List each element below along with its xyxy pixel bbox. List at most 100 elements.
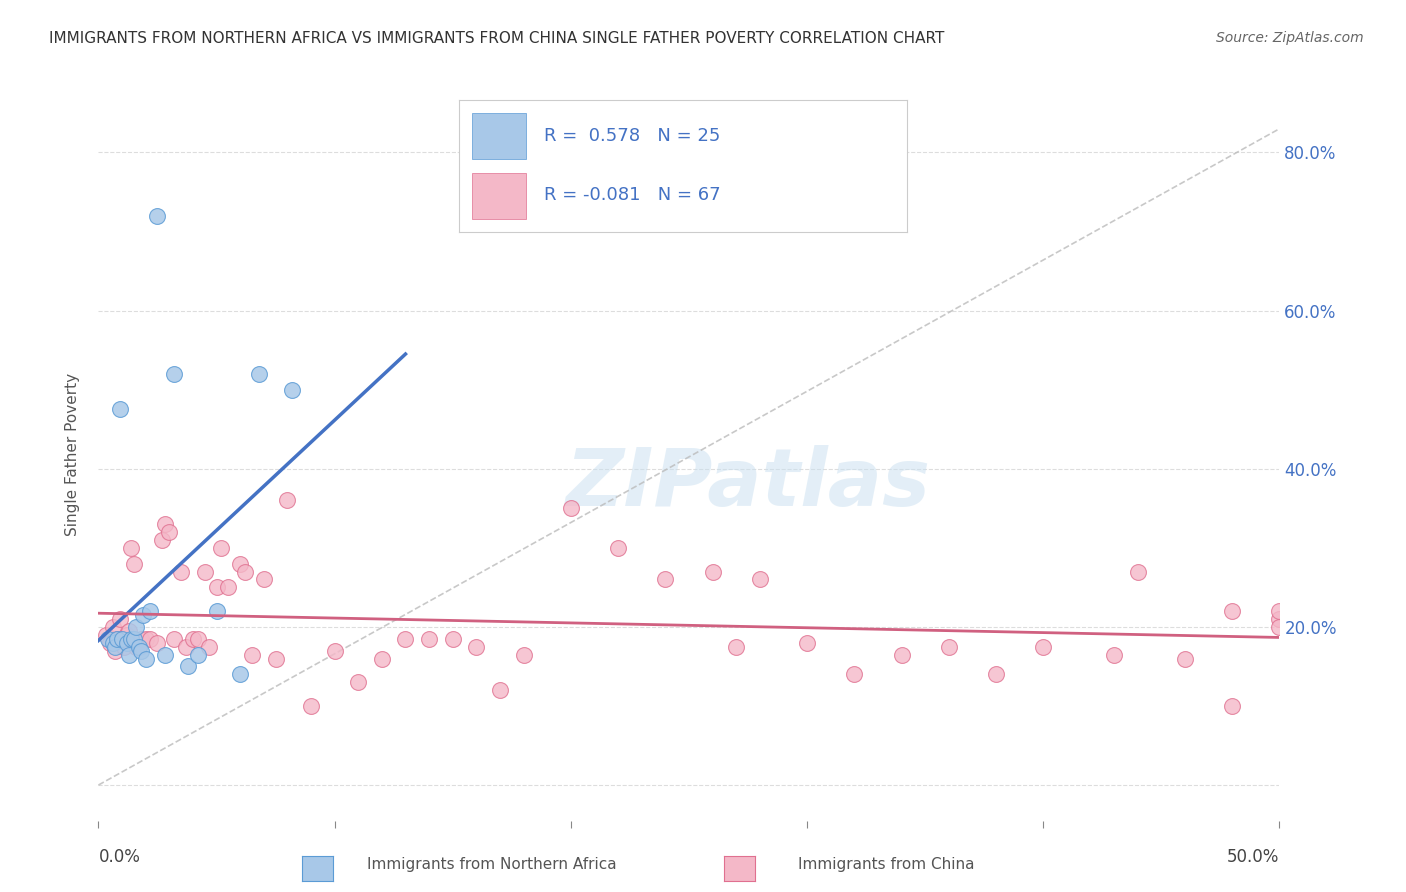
Point: [1220, 698, 1243, 713]
Point: [1268, 612, 1291, 626]
Point: [371, 651, 394, 665]
Point: [111, 632, 134, 646]
Point: [198, 640, 221, 654]
Point: [146, 209, 169, 223]
Point: [240, 648, 263, 662]
Point: [135, 651, 157, 665]
Point: [205, 580, 228, 594]
Point: [101, 620, 124, 634]
Point: [108, 402, 131, 417]
Point: [94, 628, 117, 642]
Point: [122, 632, 145, 646]
Point: [174, 640, 197, 654]
Point: [128, 640, 150, 654]
Point: [122, 557, 145, 571]
Point: [121, 632, 143, 646]
Point: [276, 493, 298, 508]
Point: [1126, 565, 1149, 579]
Point: [118, 624, 141, 638]
Point: [97, 632, 120, 646]
Y-axis label: Single Father Poverty: Single Father Poverty: [65, 374, 80, 536]
Point: [209, 541, 232, 555]
Point: [146, 636, 169, 650]
Point: [299, 698, 322, 713]
Point: [323, 643, 346, 657]
Text: ZIPatlas: ZIPatlas: [565, 445, 931, 524]
Point: [1220, 604, 1243, 618]
Point: [139, 604, 162, 618]
Text: Immigrants from Northern Africa: Immigrants from Northern Africa: [367, 857, 617, 872]
Point: [1032, 640, 1054, 654]
Point: [104, 643, 127, 657]
Point: [104, 640, 127, 654]
Point: [153, 517, 176, 532]
Point: [105, 632, 128, 646]
Point: [654, 573, 676, 587]
Point: [125, 620, 148, 634]
Point: [418, 632, 440, 646]
Text: IMMIGRANTS FROM NORTHERN AFRICA VS IMMIGRANTS FROM CHINA SINGLE FATHER POVERTY C: IMMIGRANTS FROM NORTHERN AFRICA VS IMMIG…: [49, 31, 945, 46]
Text: Immigrants from China: Immigrants from China: [797, 857, 974, 872]
Point: [163, 632, 186, 646]
Point: [157, 524, 180, 539]
Point: [112, 640, 135, 654]
Point: [1174, 651, 1197, 665]
Point: [560, 501, 582, 516]
Text: 50.0%: 50.0%: [1227, 848, 1279, 866]
Point: [229, 557, 252, 571]
Point: [170, 565, 193, 579]
Point: [938, 640, 960, 654]
Point: [1102, 648, 1125, 662]
Point: [150, 533, 173, 547]
Point: [115, 628, 138, 642]
Point: [512, 648, 534, 662]
Point: [105, 632, 128, 646]
Point: [247, 367, 270, 381]
Point: [108, 612, 131, 626]
Point: [187, 632, 209, 646]
Point: [844, 667, 866, 681]
Point: [187, 648, 209, 662]
Point: [153, 648, 176, 662]
Point: [253, 573, 276, 587]
Text: Source: ZipAtlas.com: Source: ZipAtlas.com: [1216, 31, 1364, 45]
Point: [129, 643, 152, 657]
Point: [217, 580, 239, 594]
Text: 0.0%: 0.0%: [98, 848, 141, 866]
Point: [163, 367, 186, 381]
Point: [394, 632, 416, 646]
Point: [177, 659, 200, 673]
Point: [125, 640, 148, 654]
Point: [121, 541, 143, 555]
Point: [489, 683, 512, 698]
Point: [1268, 604, 1291, 618]
Point: [205, 604, 228, 618]
Point: [796, 636, 818, 650]
Point: [890, 648, 912, 662]
Point: [135, 632, 157, 646]
Point: [194, 565, 217, 579]
Point: [139, 632, 162, 646]
Point: [465, 640, 488, 654]
Point: [128, 640, 150, 654]
Point: [725, 640, 748, 654]
Point: [98, 636, 121, 650]
Point: [441, 632, 464, 646]
Point: [347, 675, 370, 690]
Point: [115, 636, 138, 650]
Point: [748, 573, 770, 587]
Point: [132, 608, 155, 623]
Point: [607, 541, 630, 555]
Point: [233, 565, 256, 579]
Point: [129, 632, 152, 646]
Point: [101, 636, 124, 650]
Point: [118, 648, 141, 662]
Point: [984, 667, 1007, 681]
Point: [181, 632, 204, 646]
Point: [281, 383, 304, 397]
Point: [229, 667, 252, 681]
Point: [111, 632, 134, 646]
Point: [264, 651, 287, 665]
Point: [702, 565, 724, 579]
Point: [1268, 620, 1291, 634]
